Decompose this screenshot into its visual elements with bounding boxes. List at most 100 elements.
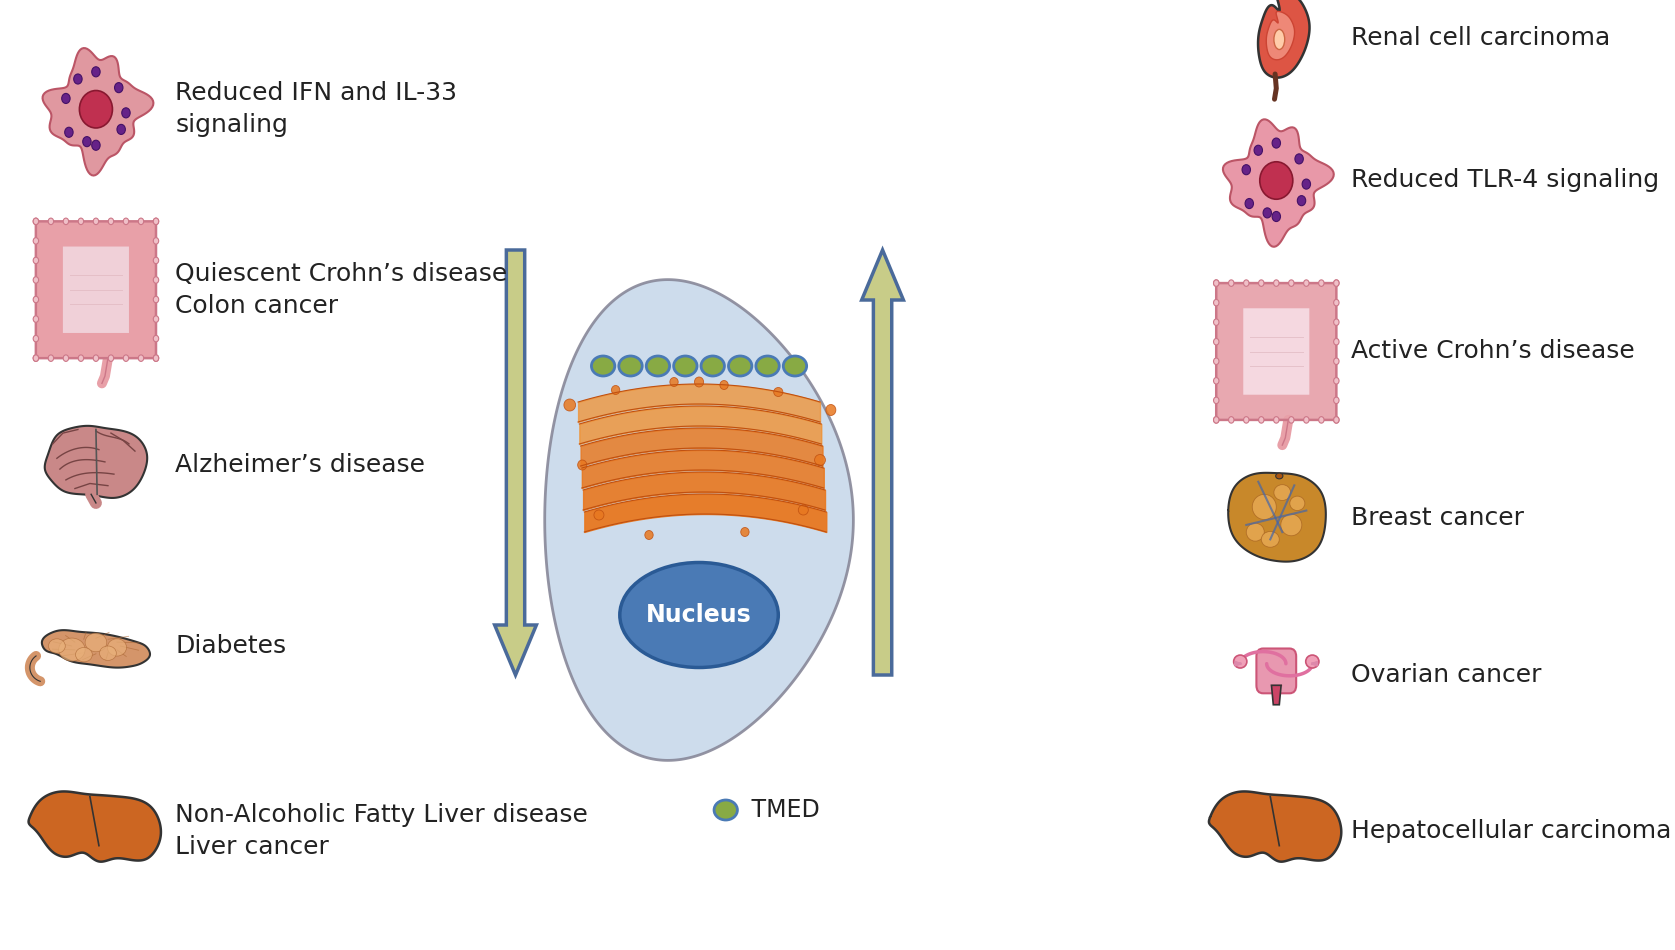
Ellipse shape [826,405,836,415]
Ellipse shape [117,124,126,135]
Ellipse shape [154,276,159,283]
Ellipse shape [673,356,697,376]
Ellipse shape [1213,358,1219,365]
Polygon shape [1271,685,1281,705]
Ellipse shape [1228,280,1234,286]
Ellipse shape [1318,280,1323,286]
Ellipse shape [729,356,752,376]
Ellipse shape [1243,164,1251,175]
Ellipse shape [1213,397,1219,404]
Ellipse shape [702,356,724,376]
Text: Quiescent Crohn’s disease
Colon cancer: Quiescent Crohn’s disease Colon cancer [176,262,508,317]
Ellipse shape [1234,656,1246,668]
Ellipse shape [64,355,69,361]
Ellipse shape [1213,299,1219,306]
Ellipse shape [34,276,39,283]
Ellipse shape [1333,319,1338,326]
Ellipse shape [49,355,54,361]
Ellipse shape [1275,484,1291,501]
Ellipse shape [74,74,82,84]
Ellipse shape [64,218,69,224]
Ellipse shape [34,257,39,264]
Ellipse shape [1276,473,1283,479]
Polygon shape [1258,0,1310,78]
Ellipse shape [154,335,159,342]
Text: TMED: TMED [744,798,819,822]
FancyBboxPatch shape [1216,283,1337,420]
Polygon shape [1209,791,1342,862]
Ellipse shape [124,355,129,361]
Ellipse shape [34,218,39,224]
Ellipse shape [34,335,39,342]
Ellipse shape [92,66,100,77]
Ellipse shape [1281,514,1301,536]
Text: Renal cell carcinoma: Renal cell carcinoma [1352,26,1611,50]
Ellipse shape [34,238,39,244]
Polygon shape [544,279,853,760]
Polygon shape [45,426,147,498]
Ellipse shape [79,355,84,361]
Ellipse shape [814,454,826,466]
Ellipse shape [1213,280,1219,286]
Ellipse shape [720,381,729,390]
FancyArrow shape [861,250,903,675]
Ellipse shape [1298,196,1306,206]
Ellipse shape [1271,138,1280,148]
Ellipse shape [618,356,642,376]
FancyBboxPatch shape [1243,309,1310,394]
Ellipse shape [154,257,159,264]
Text: Diabetes: Diabetes [176,634,286,658]
Ellipse shape [1261,531,1280,547]
Ellipse shape [740,527,749,537]
Ellipse shape [591,356,615,376]
Ellipse shape [1213,417,1219,423]
Ellipse shape [85,633,107,652]
Ellipse shape [1288,417,1295,423]
Ellipse shape [1301,179,1310,189]
Text: Alzheimer’s disease: Alzheimer’s disease [176,453,425,478]
Ellipse shape [1333,299,1338,306]
Ellipse shape [1318,417,1323,423]
Ellipse shape [154,218,159,224]
Ellipse shape [799,505,809,515]
Ellipse shape [1288,280,1295,286]
Ellipse shape [109,218,114,224]
Ellipse shape [49,638,65,654]
Text: Active Crohn’s disease: Active Crohn’s disease [1352,339,1635,364]
Text: Hepatocellular carcinoma: Hepatocellular carcinoma [1352,819,1672,844]
Ellipse shape [1273,280,1280,286]
Ellipse shape [154,238,159,244]
Text: Breast cancer: Breast cancer [1352,505,1524,530]
Ellipse shape [645,530,653,540]
Ellipse shape [1213,417,1219,423]
Ellipse shape [1333,280,1338,286]
Polygon shape [28,791,161,862]
Ellipse shape [1303,280,1310,286]
Ellipse shape [154,355,159,361]
Polygon shape [42,48,154,176]
Ellipse shape [65,127,74,138]
Ellipse shape [755,356,779,376]
Ellipse shape [611,386,620,394]
Text: Ovarian cancer: Ovarian cancer [1352,662,1543,687]
Polygon shape [1223,120,1333,247]
Ellipse shape [1333,280,1338,286]
Ellipse shape [79,90,112,128]
Ellipse shape [109,355,114,361]
Ellipse shape [1246,523,1265,542]
Ellipse shape [94,355,99,361]
Ellipse shape [670,377,678,387]
Ellipse shape [107,638,127,656]
Ellipse shape [1260,162,1293,199]
Ellipse shape [82,137,90,146]
Ellipse shape [1263,208,1271,218]
Ellipse shape [1303,417,1310,423]
Ellipse shape [62,93,70,104]
Ellipse shape [139,355,144,361]
Ellipse shape [1243,280,1250,286]
Ellipse shape [1228,417,1234,423]
Ellipse shape [94,218,99,224]
FancyArrow shape [494,250,536,675]
Ellipse shape [34,315,39,322]
Ellipse shape [1253,494,1276,520]
